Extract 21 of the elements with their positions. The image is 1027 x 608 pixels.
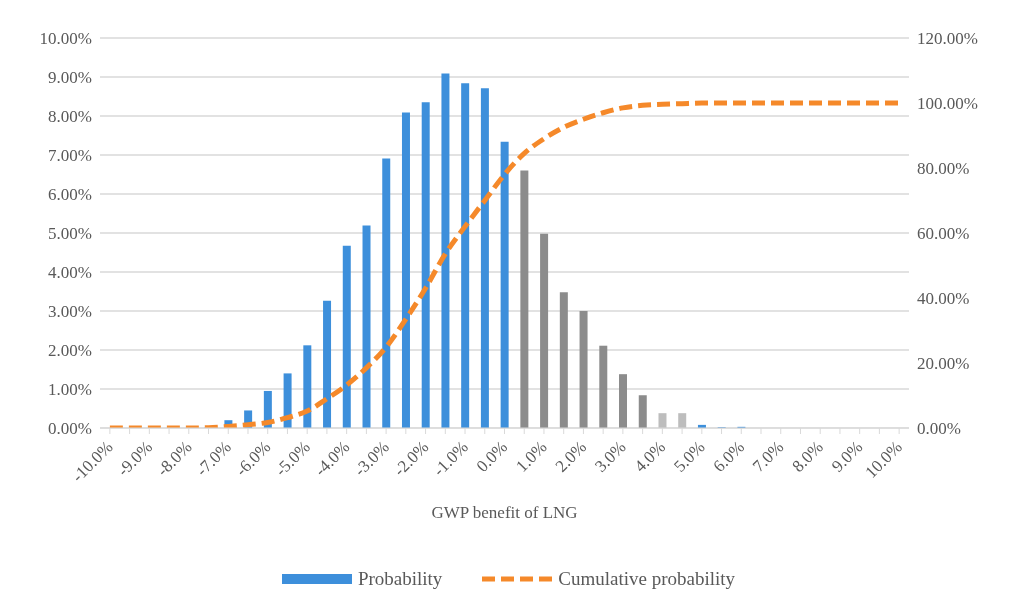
y-tick-label: 4.00% xyxy=(48,263,92,283)
y2-tick-label: 20.00% xyxy=(917,354,970,374)
y2-tick-label: 40.00% xyxy=(917,289,970,309)
y-tick-label: 6.00% xyxy=(48,185,92,205)
y2-tick-label: 0.00% xyxy=(917,419,961,439)
y-tick-label: 10.00% xyxy=(39,29,92,49)
y-tick-label: 3.00% xyxy=(48,302,92,322)
y-tick-label: 9.00% xyxy=(48,68,92,88)
y-tick-label: 5.00% xyxy=(48,224,92,244)
y2-tick-label: 100.00% xyxy=(917,94,978,114)
y-tick-label: 1.00% xyxy=(48,380,92,400)
x-axis-title: GWP benefit of LNG xyxy=(431,503,578,522)
y2-tick-label: 80.00% xyxy=(917,159,970,179)
y-tick-label: 2.00% xyxy=(48,341,92,361)
y-tick-label: 8.00% xyxy=(48,107,92,127)
legend-label: Cumulative probability xyxy=(558,568,736,590)
legend-label: Probability xyxy=(357,568,443,590)
y2-tick-label: 120.00% xyxy=(917,29,978,49)
y-tick-label: 7.00% xyxy=(48,146,92,166)
y-tick-label: 0.00% xyxy=(48,419,92,439)
y2-tick-label: 60.00% xyxy=(917,224,970,244)
